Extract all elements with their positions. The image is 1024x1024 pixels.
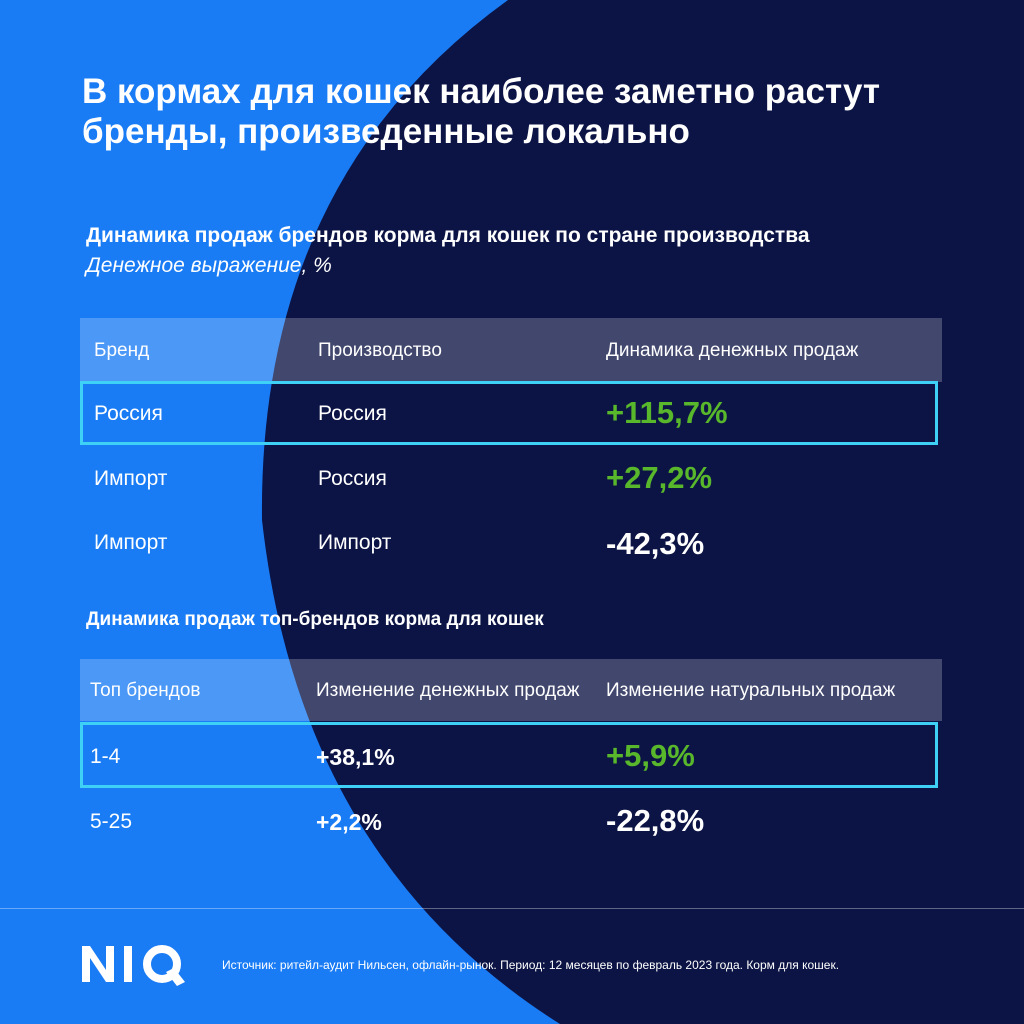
table1-col-production: Производство <box>318 340 442 361</box>
table1-row1-value: +115,7% <box>606 395 728 430</box>
table1-row2-value: +27,2% <box>606 460 713 495</box>
table1-row3-production: Импорт <box>318 531 392 554</box>
table2-title: Динамика продаж топ-брендов корма для ко… <box>86 609 544 630</box>
table1-title: Динамика продаж брендов корма для кошек … <box>86 224 810 247</box>
table1-row2-production: Россия <box>318 467 387 490</box>
table1-col-dynamics: Динамика денежных продаж <box>606 340 859 361</box>
table2-row2-money: +2,2% <box>316 809 382 835</box>
table2-row1-volume: +5,9% <box>606 738 695 773</box>
table2-col-top: Топ брендов <box>90 680 201 701</box>
table2-header <box>80 659 942 721</box>
table1-row3-brand: Импорт <box>94 531 168 554</box>
table2-highlight-row <box>80 722 938 788</box>
source-note: Источник: ритейл-аудит Нильсен, офлайн-р… <box>222 958 840 972</box>
page-title: В кормах для кошек наиболее заметно раст… <box>82 72 881 151</box>
table2-row1-money: +38,1% <box>316 744 395 770</box>
table2-col-money: Изменение денежных продаж <box>316 680 580 701</box>
table2-col-volume: Изменение натуральных продаж <box>606 680 896 701</box>
table1-header <box>80 318 942 382</box>
table1-row1-brand: Россия <box>94 402 163 425</box>
table2-row1-top: 1-4 <box>90 745 121 768</box>
table1-row1-production: Россия <box>318 402 387 425</box>
table2-row2-volume: -22,8% <box>606 803 705 838</box>
niq-logo <box>82 945 185 986</box>
table1-row3-value: -42,3% <box>606 526 705 561</box>
table1-col-brand: Бренд <box>94 340 150 361</box>
table2-row2-top: 5-25 <box>90 810 133 833</box>
table1-row2-brand: Импорт <box>94 467 168 490</box>
table1-subtitle: Денежное выражение, % <box>86 254 332 277</box>
table1-highlight-row <box>80 381 938 445</box>
footer-divider <box>0 908 1024 909</box>
